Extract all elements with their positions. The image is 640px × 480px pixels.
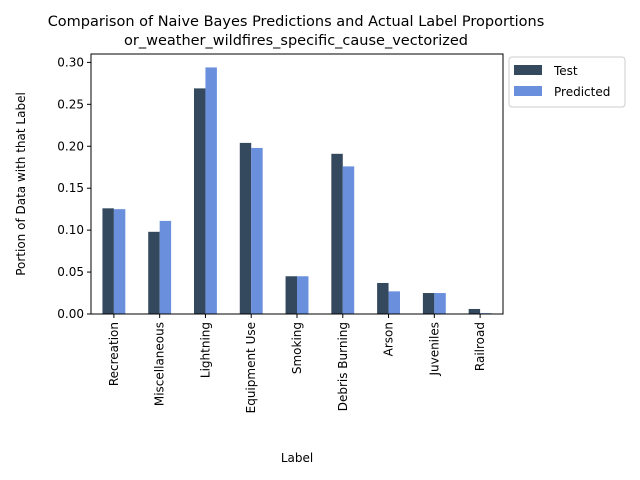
- x-axis-label: Label: [281, 451, 313, 465]
- legend: Test Predicted: [508, 56, 626, 108]
- bar-test-miscellaneous: [148, 231, 160, 314]
- x-axis: Recreation Miscellaneous Lightning Equipmen…: [107, 314, 487, 413]
- x-tick-label: Juveniles: [427, 322, 441, 377]
- x-tick-label: Miscellaneous: [153, 322, 167, 406]
- bars-layer: [102, 67, 492, 314]
- plot-frame: [90, 53, 504, 315]
- bar-test-lightning: [194, 88, 206, 314]
- bar-test-arson: [377, 282, 389, 314]
- x-tick-label: Smoking: [290, 322, 304, 374]
- bar-test-recreation: [102, 208, 114, 314]
- bar-predicted-juveniles: [434, 293, 446, 314]
- bar-test-railroad: [468, 308, 481, 314]
- bar-test-juveniles: [422, 293, 435, 314]
- x-tick-label: Railroad: [473, 322, 487, 371]
- x-tick-label: Arson: [382, 322, 396, 356]
- bar-predicted-arson: [388, 291, 400, 314]
- y-tick-label: 0.15: [57, 181, 84, 195]
- bar-predicted-smoking: [297, 276, 309, 314]
- y-tick-label: 0.00: [57, 307, 84, 321]
- x-tick-label: Lightning: [198, 322, 212, 378]
- legend-label: Test: [553, 64, 578, 78]
- y-tick-label: 0.25: [57, 97, 84, 111]
- chart-title: Comparison of Naive Bayes Predictions an…: [48, 14, 545, 30]
- legend-swatch: [514, 65, 542, 75]
- bar-test-equipment-use: [239, 142, 252, 314]
- chart-subtitle: or_weather_wildfires_specific_cause_vect…: [124, 33, 468, 49]
- legend-label: Predicted: [554, 85, 610, 99]
- y-axis: 0.00 0.05 0.10 0.15 0.20 0.25 0.30: [57, 55, 91, 321]
- y-tick-label: 0.05: [57, 265, 84, 279]
- y-tick-label: 0.10: [57, 223, 84, 237]
- bar-test-smoking: [285, 276, 297, 314]
- x-tick-label: Equipment Use: [244, 322, 258, 413]
- bar-predicted-lightning: [205, 67, 217, 314]
- y-axis-label: Portion of Data with that Label: [14, 92, 28, 276]
- bar-test-debris-burning: [331, 153, 343, 314]
- legend-swatch: [514, 86, 542, 96]
- y-tick-label: 0.30: [57, 55, 84, 69]
- y-tick-label: 0.20: [57, 139, 84, 153]
- bar-predicted-equipment-use: [251, 147, 263, 314]
- bar-predicted-debris-burning: [342, 166, 355, 314]
- bar-predicted-recreation: [113, 209, 126, 314]
- bar-predicted-miscellaneous: [159, 220, 172, 314]
- x-tick-label: Recreation: [107, 322, 121, 386]
- x-tick-label: Debris Burning: [336, 322, 350, 411]
